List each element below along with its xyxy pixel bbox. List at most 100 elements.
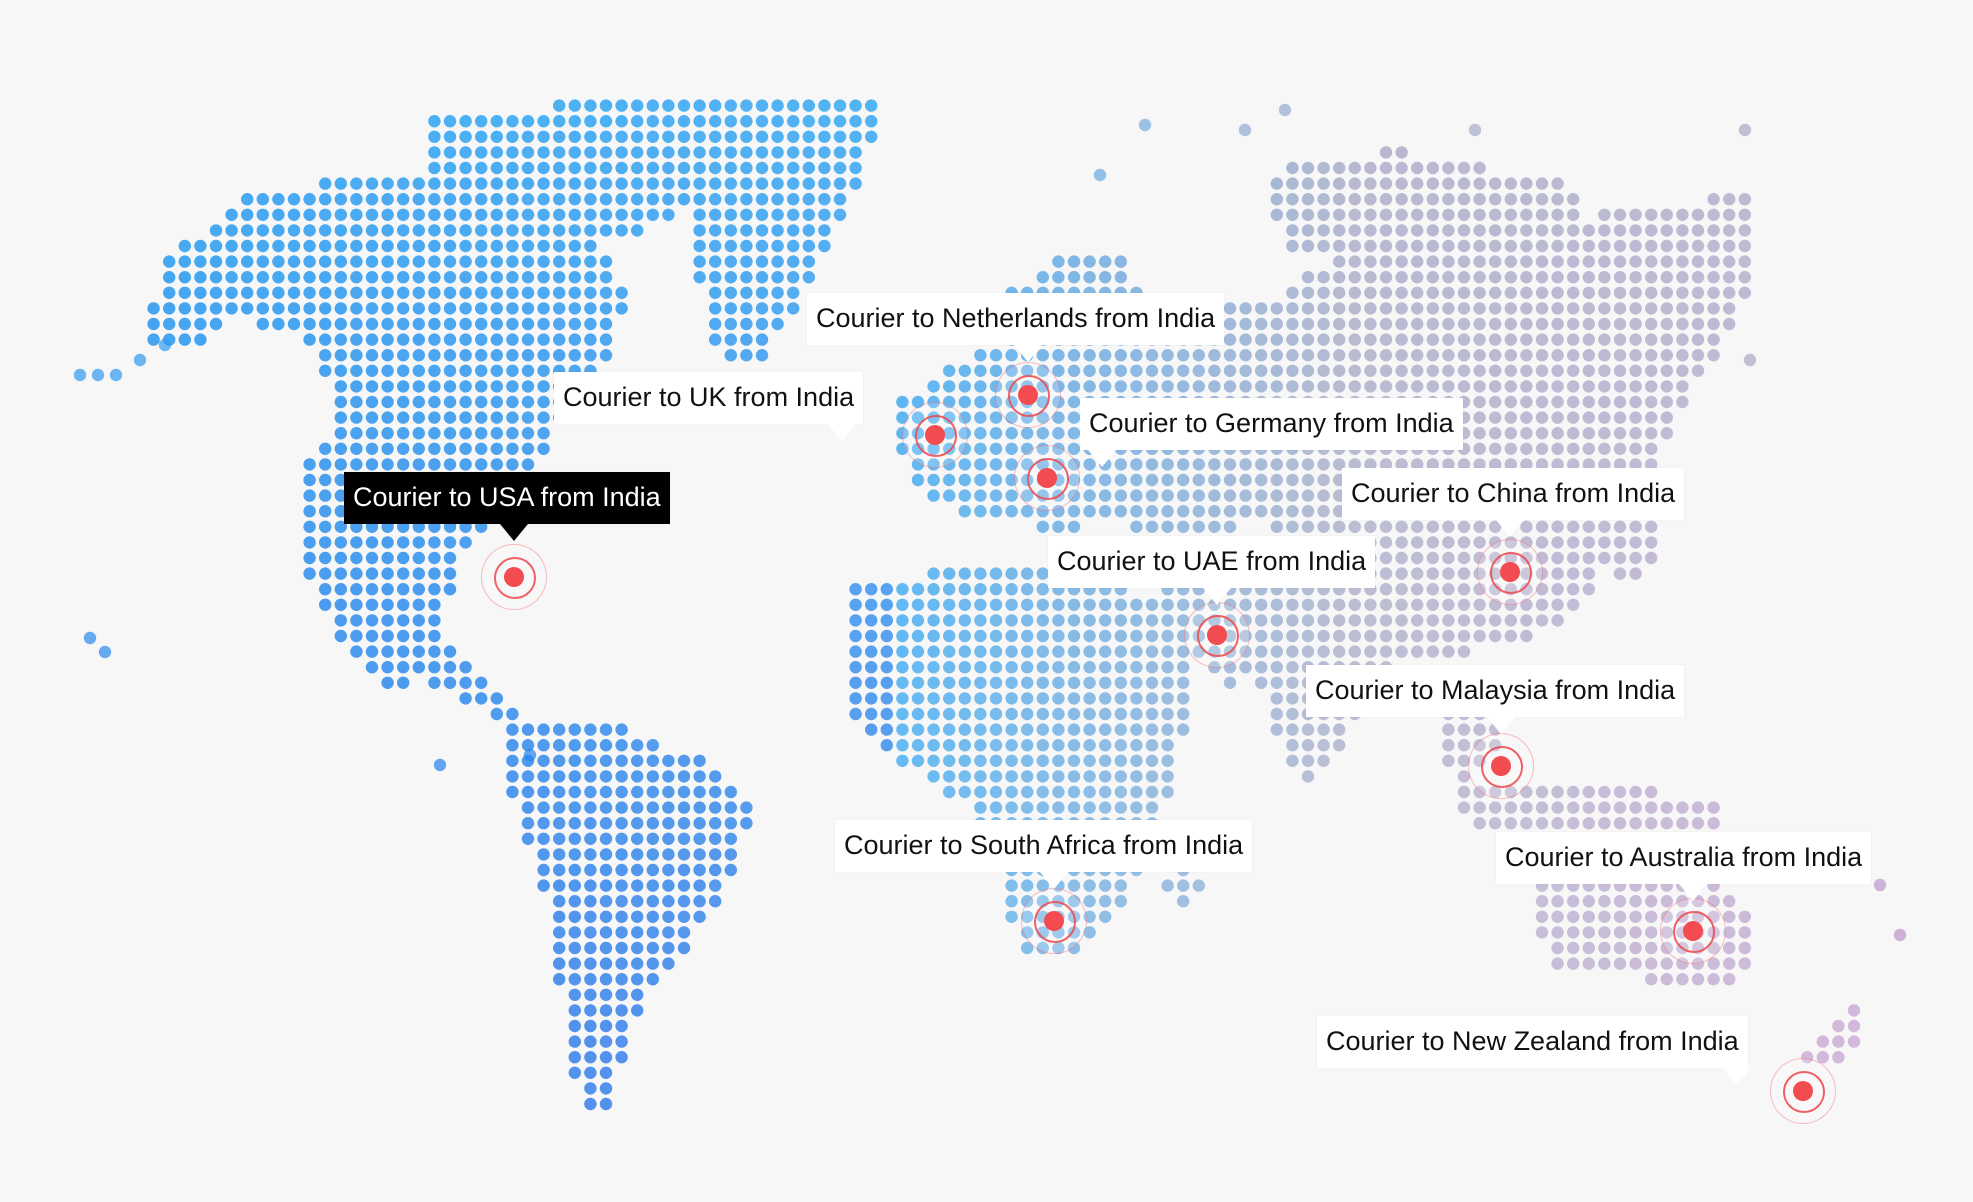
map-dot bbox=[974, 473, 987, 487]
map-dot bbox=[771, 317, 784, 331]
destination-label-uae[interactable]: Courier to UAE from India bbox=[1048, 536, 1376, 605]
map-dot bbox=[334, 442, 347, 455]
destination-label-south-africa[interactable]: Courier to South Africa from India bbox=[835, 820, 1253, 889]
map-dot bbox=[1426, 614, 1440, 627]
map-dot bbox=[1426, 208, 1440, 221]
map-dot bbox=[256, 239, 269, 253]
map-dot bbox=[209, 255, 223, 268]
destination-label-uk[interactable]: Courier to UK from India bbox=[554, 372, 864, 441]
map-dot bbox=[1270, 707, 1284, 721]
map-dot bbox=[568, 910, 581, 923]
destination-label-netherlands[interactable]: Courier to Netherlands from India bbox=[807, 293, 1225, 362]
map-dot bbox=[1535, 395, 1549, 409]
map-dot bbox=[459, 161, 472, 175]
map-dot bbox=[334, 317, 347, 331]
map-dot bbox=[1535, 442, 1549, 455]
map-dot bbox=[1457, 723, 1471, 736]
map-dot bbox=[599, 879, 613, 892]
destination-label-china[interactable]: Courier to China from India bbox=[1342, 468, 1685, 537]
map-dot bbox=[1691, 239, 1705, 253]
map-dot bbox=[615, 988, 628, 1001]
map-dot bbox=[1364, 224, 1377, 237]
map-dot bbox=[958, 629, 971, 643]
map-dot bbox=[1364, 208, 1377, 221]
map-dot bbox=[1629, 910, 1642, 923]
map-dot bbox=[1036, 692, 1050, 705]
map-dot bbox=[1645, 520, 1658, 533]
map-dot bbox=[1676, 208, 1689, 221]
map-dot bbox=[1691, 224, 1705, 237]
map-dot bbox=[475, 411, 488, 424]
map-dot bbox=[1192, 473, 1206, 487]
map-dot bbox=[1504, 411, 1518, 424]
map-dot bbox=[646, 863, 659, 877]
map-dot bbox=[693, 193, 706, 206]
map-dot bbox=[319, 442, 332, 455]
destination-label-malaysia[interactable]: Courier to Malaysia from India bbox=[1306, 665, 1685, 734]
map-dot bbox=[646, 926, 659, 939]
map-dot bbox=[334, 255, 347, 268]
map-dot bbox=[365, 177, 379, 190]
map-dot bbox=[724, 801, 737, 814]
map-dot bbox=[1333, 224, 1346, 237]
map-dot bbox=[1567, 941, 1580, 955]
map-dot bbox=[1036, 271, 1050, 284]
map-dot bbox=[1067, 442, 1081, 455]
map-dot bbox=[1270, 645, 1284, 658]
map-dot bbox=[1348, 364, 1362, 377]
map-dot bbox=[272, 255, 285, 268]
map-dot bbox=[662, 177, 675, 190]
destination-label-text: Courier to South Africa from India bbox=[844, 830, 1244, 860]
map-dot bbox=[334, 489, 347, 502]
map-dot bbox=[1005, 739, 1018, 752]
map-dot bbox=[1535, 614, 1549, 627]
destination-label-new-zealand[interactable]: Courier to New Zealand from India bbox=[1317, 1016, 1751, 1085]
map-dot bbox=[849, 676, 862, 689]
map-dot bbox=[1270, 380, 1284, 393]
map-dot bbox=[1364, 520, 1377, 533]
map-dot bbox=[1676, 349, 1689, 362]
map-dot bbox=[1145, 520, 1159, 533]
map-dot bbox=[1551, 364, 1564, 377]
map-dot bbox=[1676, 973, 1689, 986]
map-dot bbox=[1099, 380, 1112, 393]
pin-center-dot bbox=[925, 425, 945, 445]
map-dot bbox=[1442, 302, 1455, 315]
map-dot bbox=[1598, 411, 1611, 424]
map-dot bbox=[1099, 645, 1112, 658]
destination-label-germany[interactable]: Courier to Germany from India bbox=[1080, 398, 1463, 467]
map-dot bbox=[1036, 785, 1050, 799]
map-dot bbox=[584, 801, 597, 814]
map-dot bbox=[381, 661, 394, 674]
map-dot bbox=[1348, 645, 1362, 658]
map-dot bbox=[475, 676, 488, 689]
map-dot bbox=[1676, 271, 1689, 284]
map-dot bbox=[506, 442, 519, 455]
map-dot bbox=[958, 676, 971, 689]
map-dot bbox=[1660, 286, 1674, 299]
map-dot bbox=[584, 1097, 597, 1111]
map-dot bbox=[974, 427, 987, 440]
map-dot bbox=[1473, 411, 1486, 424]
map-dot bbox=[568, 286, 581, 299]
map-dot bbox=[475, 427, 488, 440]
destination-label-usa[interactable]: Courier to USA from India bbox=[344, 472, 670, 541]
map-dot bbox=[1364, 614, 1377, 627]
map-dot bbox=[1582, 458, 1596, 471]
destination-label-australia[interactable]: Courier to Australia from India bbox=[1496, 832, 1872, 901]
map-dot bbox=[1020, 614, 1034, 627]
map-dot bbox=[927, 739, 940, 752]
map-dot bbox=[833, 130, 847, 143]
map-dot bbox=[287, 208, 301, 221]
map-dot bbox=[677, 785, 691, 799]
map-dot bbox=[1333, 739, 1346, 752]
map-dot bbox=[1114, 676, 1128, 689]
map-dot bbox=[272, 193, 285, 206]
map-dot bbox=[1551, 536, 1564, 549]
map-dot bbox=[1676, 364, 1689, 377]
map-dot bbox=[334, 271, 347, 284]
map-dot bbox=[1567, 239, 1580, 253]
map-dot bbox=[584, 302, 597, 315]
map-dot bbox=[1020, 692, 1034, 705]
map-dot bbox=[1738, 957, 1752, 970]
